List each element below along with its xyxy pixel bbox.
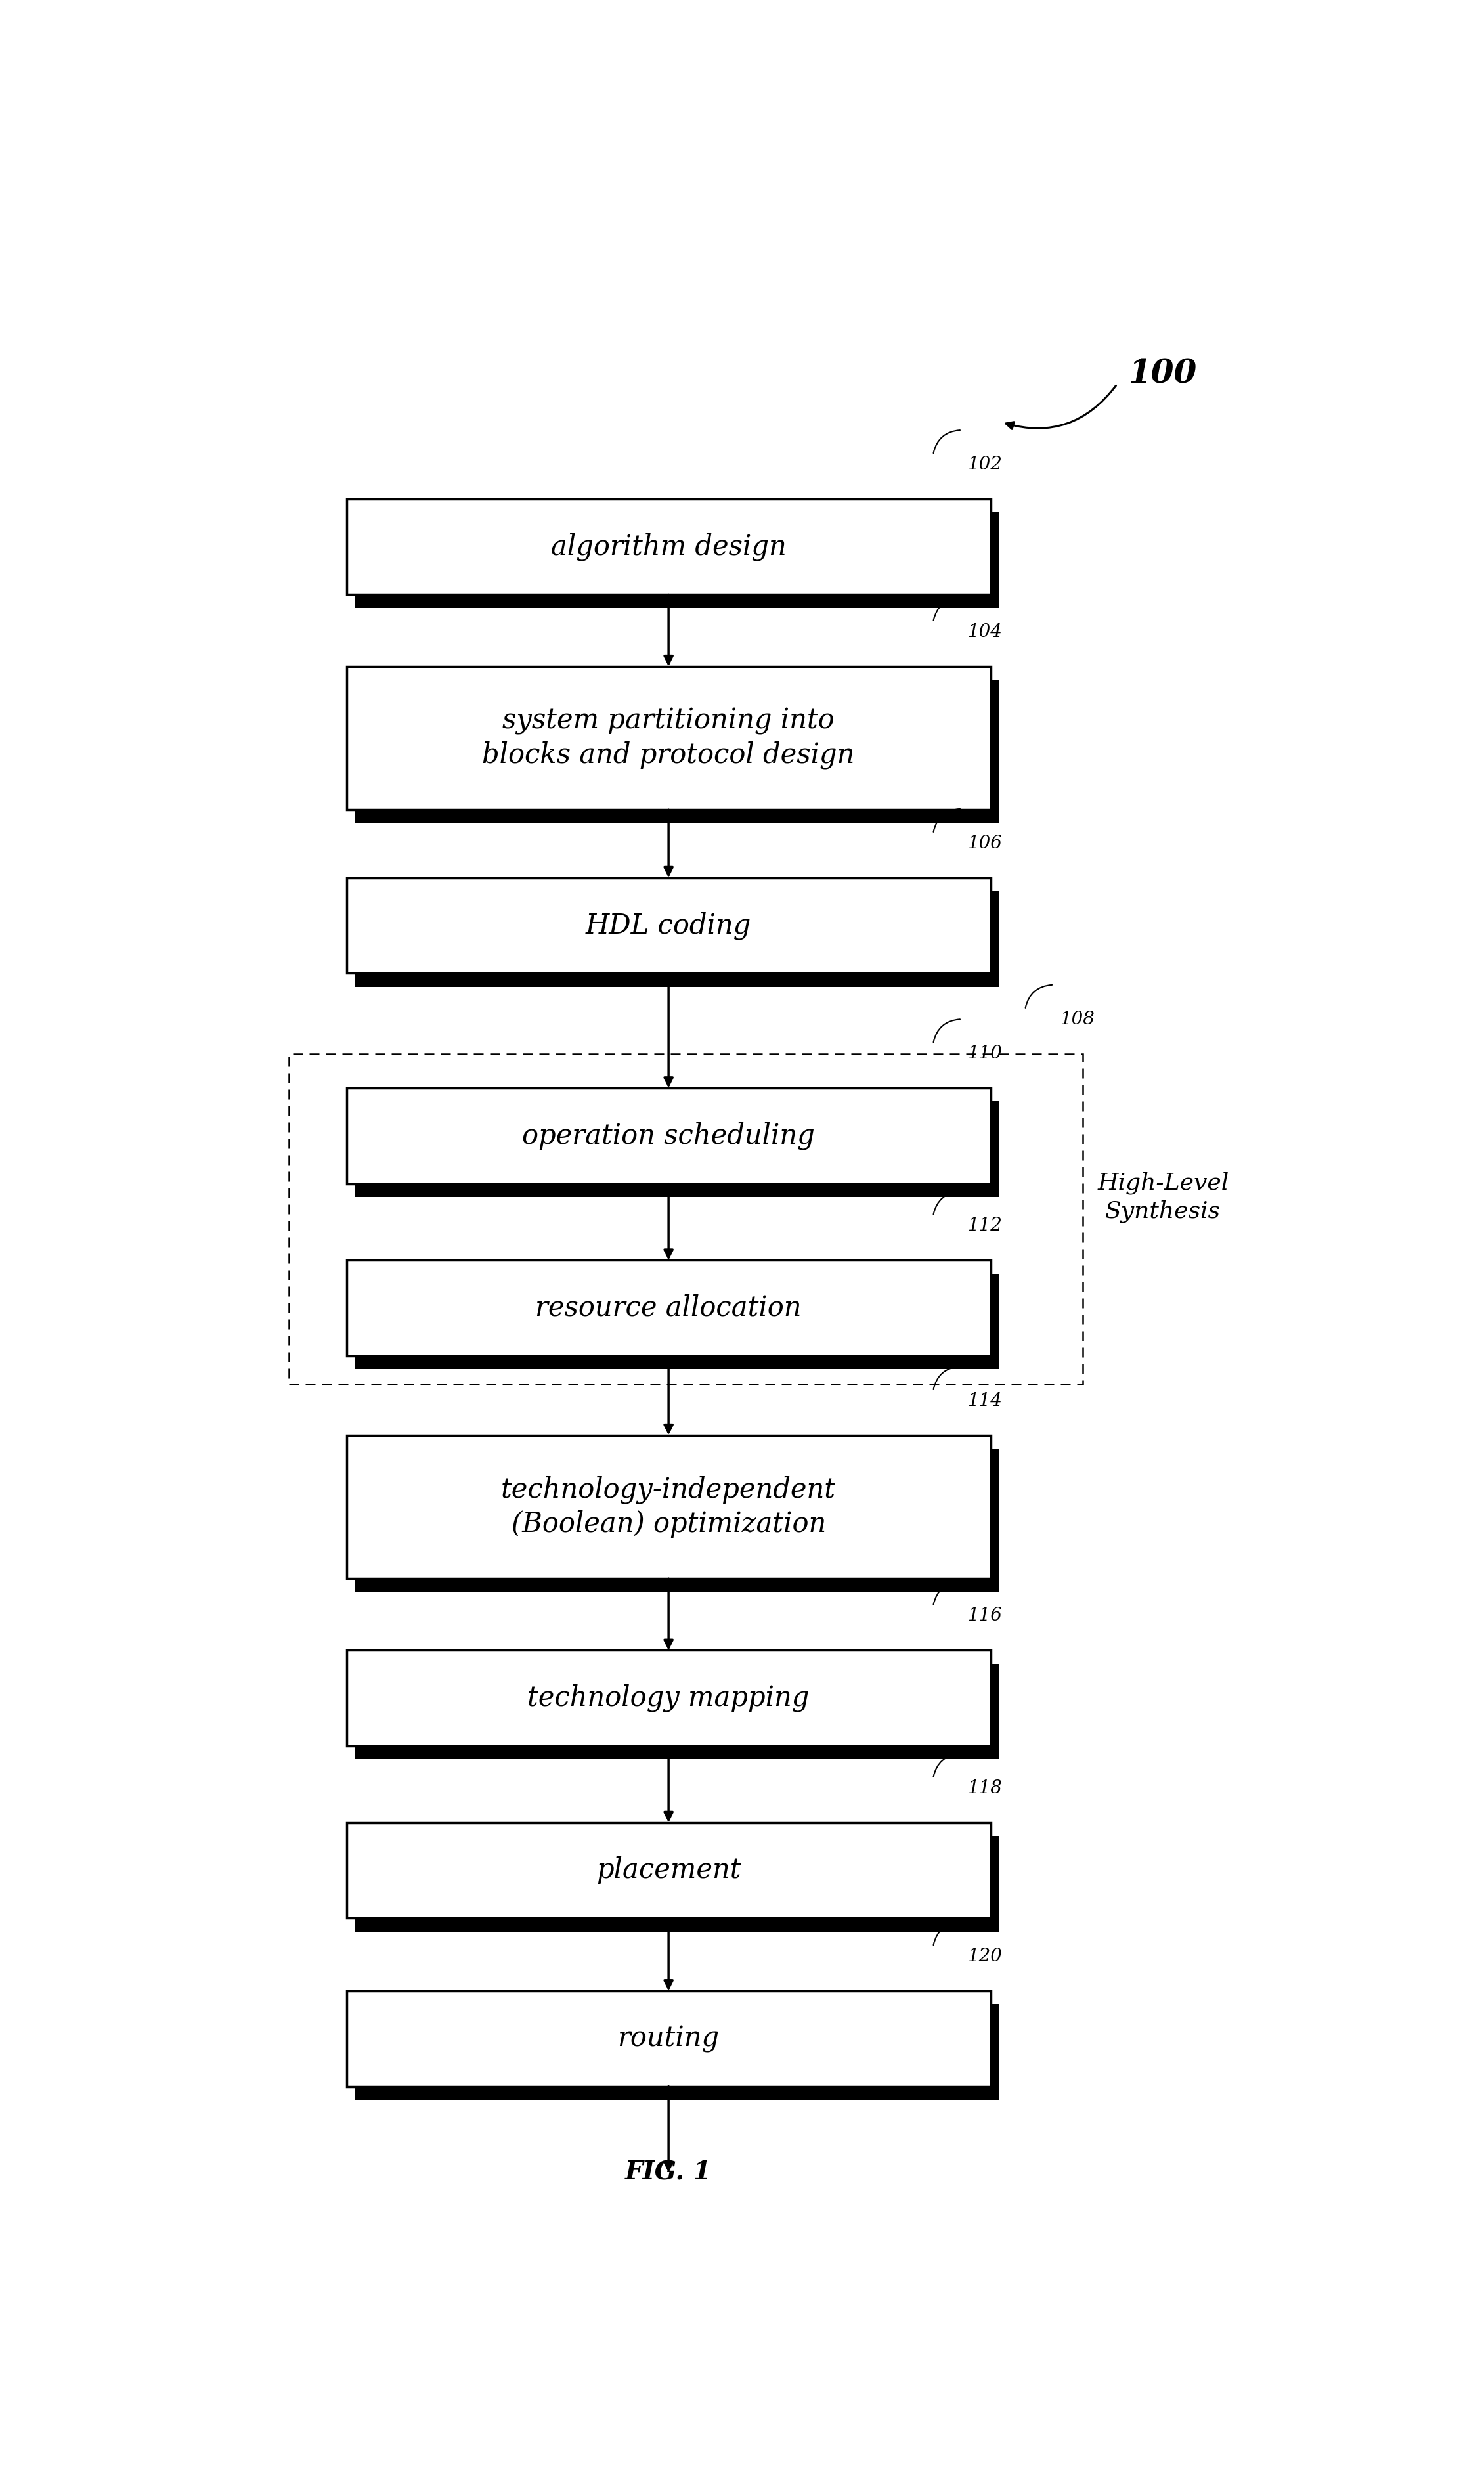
- Bar: [355, 512, 999, 609]
- Text: placement: placement: [597, 1856, 741, 1883]
- Bar: [355, 892, 999, 986]
- Bar: [346, 1990, 991, 2087]
- Bar: [355, 2005, 999, 2099]
- Bar: [346, 666, 991, 810]
- Text: 100: 100: [1128, 358, 1198, 390]
- Text: 106: 106: [968, 835, 1002, 852]
- Text: operation scheduling: operation scheduling: [522, 1123, 815, 1150]
- Text: 104: 104: [968, 623, 1002, 641]
- Text: 114: 114: [968, 1391, 1002, 1408]
- Text: 118: 118: [968, 1779, 1002, 1796]
- Bar: [346, 1436, 991, 1580]
- Text: 110: 110: [968, 1046, 1002, 1063]
- Bar: [346, 1649, 991, 1746]
- Bar: [355, 1836, 999, 1933]
- Text: 102: 102: [968, 455, 1002, 474]
- Text: algorithm design: algorithm design: [551, 532, 787, 561]
- Text: FIG. 1: FIG. 1: [625, 2161, 712, 2186]
- Text: High-Level
Synthesis: High-Level Synthesis: [1097, 1172, 1229, 1222]
- Bar: [355, 1664, 999, 1759]
- Text: 112: 112: [968, 1217, 1002, 1235]
- Text: system partitioning into
blocks and protocol design: system partitioning into blocks and prot…: [482, 708, 855, 770]
- Text: HDL coding: HDL coding: [586, 912, 751, 939]
- Text: 108: 108: [1060, 1011, 1094, 1028]
- Bar: [355, 1100, 999, 1197]
- Text: 116: 116: [968, 1607, 1002, 1625]
- Bar: [346, 1823, 991, 1918]
- Text: 120: 120: [968, 1947, 1002, 1965]
- Bar: [346, 877, 991, 974]
- Bar: [346, 1088, 991, 1185]
- Bar: [289, 1053, 1083, 1384]
- Bar: [346, 499, 991, 594]
- Bar: [346, 1259, 991, 1356]
- Bar: [355, 1274, 999, 1369]
- Bar: [355, 1448, 999, 1592]
- Bar: [355, 681, 999, 822]
- Text: technology mapping: technology mapping: [528, 1684, 809, 1711]
- Text: routing: routing: [617, 2024, 720, 2052]
- Text: resource allocation: resource allocation: [536, 1294, 801, 1321]
- Text: technology-independent
(Boolean) optimization: technology-independent (Boolean) optimiz…: [502, 1475, 835, 1538]
